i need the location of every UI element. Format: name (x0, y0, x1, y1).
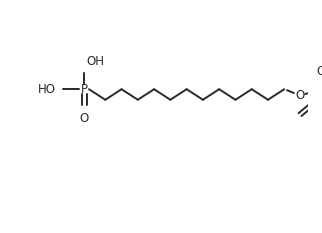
Text: OH: OH (86, 55, 104, 68)
Text: O: O (295, 89, 304, 103)
Text: HO: HO (37, 83, 55, 96)
Text: P: P (81, 83, 88, 96)
Text: O: O (80, 112, 89, 125)
Text: O: O (316, 65, 322, 79)
